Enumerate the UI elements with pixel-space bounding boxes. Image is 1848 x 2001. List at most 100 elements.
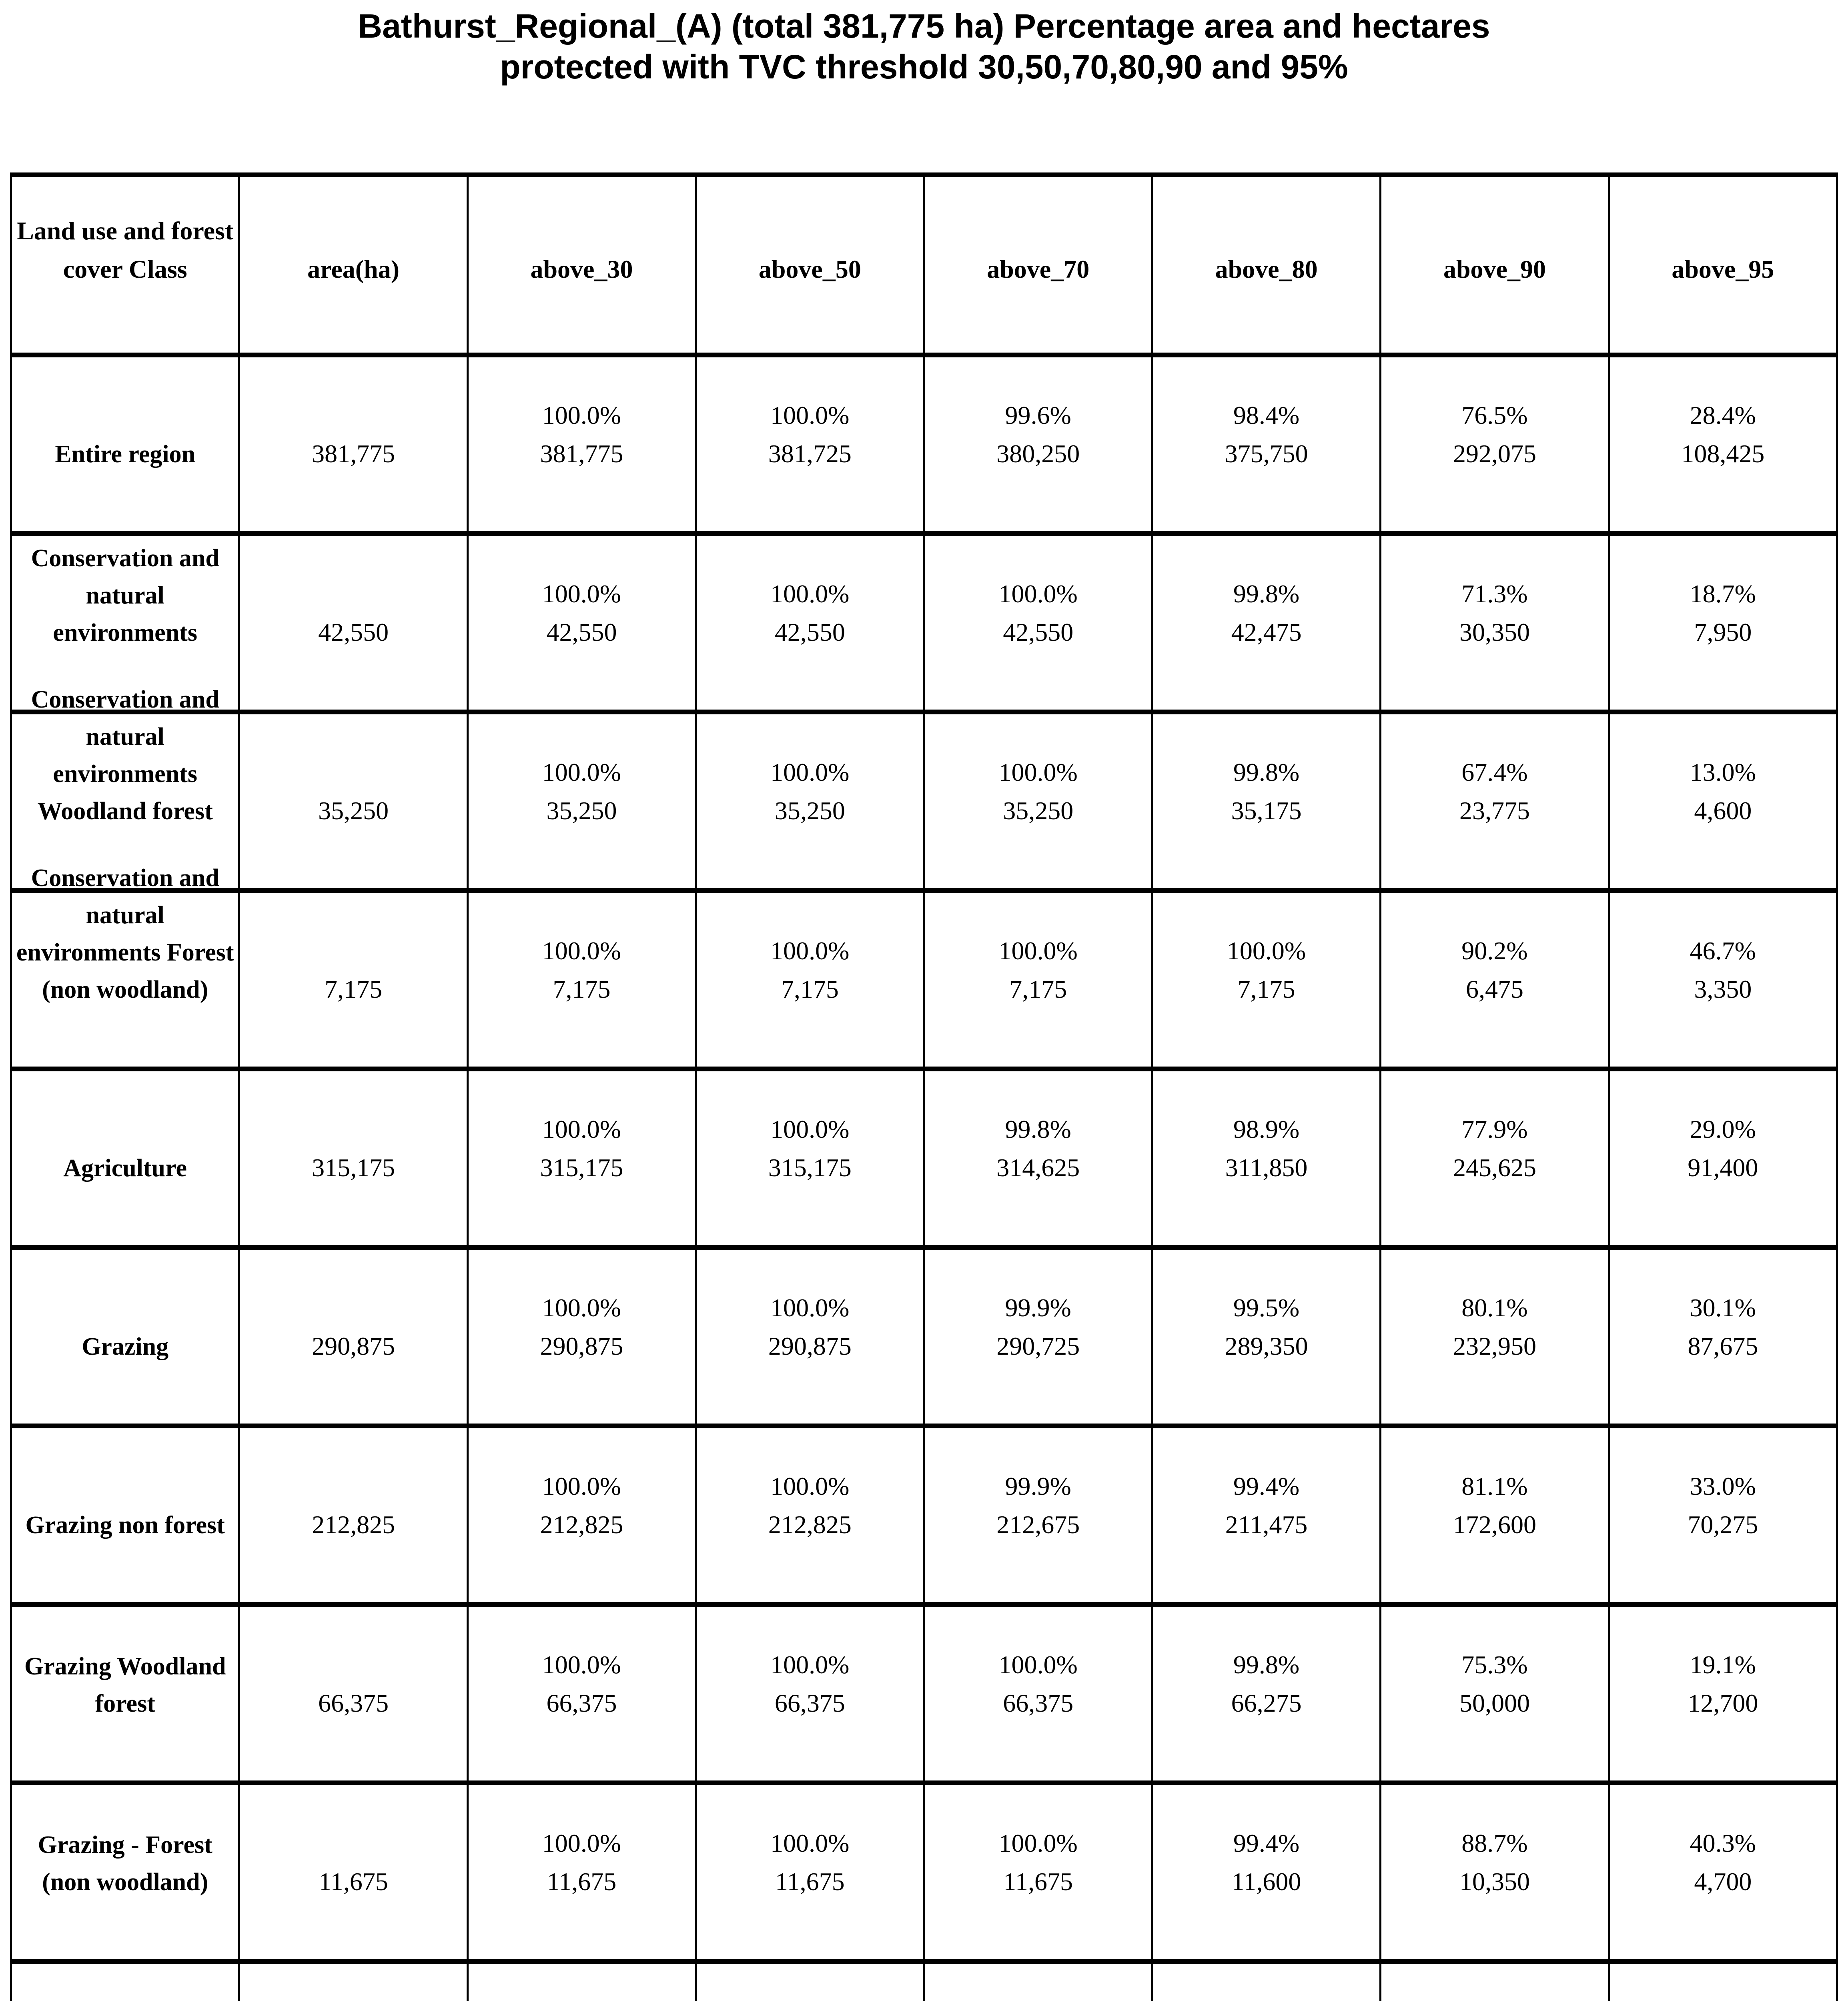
area-cell: 66,375	[238, 1602, 469, 1785]
column-header-above_80: above_80	[1151, 172, 1382, 357]
column-header-above_95: above_95	[1607, 172, 1838, 357]
value-cell: 77.9% 245,625	[1379, 1066, 1610, 1250]
row-label-cell: Conservation and natural environments Fo…	[10, 864, 241, 1071]
table-row: Grazing 290,875 100.0% 290,875 100.0% 290,87…	[10, 1245, 1838, 1428]
value-cell: 80.1% 232,950	[1379, 1245, 1610, 1428]
value-cell: 100.0% 315,175	[466, 1066, 697, 1250]
row-label-cell: Grazing non forest	[10, 1423, 241, 1607]
column-header-above_90: above_90	[1379, 172, 1610, 357]
value-cell: 100.0% 212,825	[466, 1423, 697, 1607]
table-row: Cropping 22,800100.0%22,800100.0%22,8009…	[10, 1959, 1838, 2001]
column-header-above_30: above_30	[466, 172, 697, 357]
value-cell: 100.0% 35,250	[695, 709, 925, 893]
table-row: Grazing Woodland forest 66,375 100.0% 66,3…	[10, 1602, 1838, 1785]
table-row: Agriculture 315,175 100.0% 315,175 100.0% 31…	[10, 1066, 1838, 1250]
value-cell: 67.4% 23,775	[1379, 709, 1610, 893]
value-cell: 99.9% 212,675	[923, 1423, 1153, 1607]
value-cell: 76.5% 292,075	[1379, 352, 1610, 536]
value-cell: 100.0% 290,875	[695, 1245, 925, 1428]
area-cell: 11,675	[238, 1780, 469, 1964]
table-row: Grazing - Forest (non woodland) 11,675 10…	[10, 1780, 1838, 1964]
value-cell: 88.7% 10,350	[1379, 1780, 1610, 1964]
table-row: Conservation and natural environments Fo…	[10, 864, 1838, 1071]
row-label-cell: Grazing - Forest (non woodland)	[10, 1780, 241, 1964]
value-cell: 100.0% 7,175	[466, 888, 697, 1071]
data-table: Land use and forest cover Class area(ha) a…	[10, 172, 1838, 2001]
value-cell: 40.3% 4,700	[1607, 1780, 1838, 1964]
column-header-area(ha): area(ha)	[238, 172, 469, 357]
table-body: Entire region 381,775 100.0% 381,775 100.0%…	[10, 352, 1838, 2001]
value-cell: 99.9% 290,725	[923, 1245, 1153, 1428]
row-label-cell: Cropping	[10, 1959, 241, 2001]
value-cell: 100.0% 66,375	[466, 1602, 697, 1785]
area-cell: 381,775	[238, 352, 469, 536]
value-cell: 100.0% 7,175	[1151, 888, 1382, 1071]
row-label-cell: Grazing Woodland forest	[10, 1602, 241, 1785]
area-cell: 212,825	[238, 1423, 469, 1607]
value-cell: 100.0%22,800	[466, 1959, 697, 2001]
page-title: Bathurst_Regional_(A) (total 381,775 ha)…	[0, 0, 1848, 88]
value-cell: 100.0% 290,875	[466, 1245, 697, 1428]
value-cell: 71.3% 30,350	[1379, 531, 1610, 714]
value-cell: 100.0% 42,550	[923, 531, 1153, 714]
value-cell: 99.6% 380,250	[923, 352, 1153, 536]
row-label-cell: Grazing	[10, 1245, 241, 1428]
column-header-above_50: above_50	[695, 172, 925, 357]
value-cell: 30.1% 87,675	[1607, 1245, 1838, 1428]
value-cell: 99.8% 35,175	[1151, 709, 1382, 893]
table-row: Entire region 381,775 100.0% 381,775 100.0%…	[10, 352, 1838, 536]
value-cell: 100.0% 212,825	[695, 1423, 925, 1607]
value-cell: 100.0% 11,675	[466, 1780, 697, 1964]
value-cell: 100.0% 315,175	[695, 1066, 925, 1250]
title-line-1: Bathurst_Regional_(A) (total 381,775 ha)…	[358, 7, 1490, 45]
value-cell: 99.8% 314,625	[923, 1066, 1153, 1250]
value-cell: 98.9%22,550	[923, 1959, 1153, 2001]
area-cell: 290,875	[238, 1245, 469, 1428]
column-header-above_70: above_70	[923, 172, 1153, 357]
table-row: Conservation and natural environments Wo…	[10, 686, 1838, 893]
table-row: Conservation and natural environments 42…	[10, 531, 1838, 714]
value-cell: 100.0% 35,250	[923, 709, 1153, 893]
value-cell: 33.0% 70,275	[1607, 1423, 1838, 1607]
column-header-class: Land use and forest cover Class	[10, 172, 241, 357]
value-cell: 81.1% 172,600	[1379, 1423, 1610, 1607]
value-cell: 98.4% 375,750	[1151, 352, 1382, 536]
value-cell: 28.4% 108,425	[1607, 352, 1838, 536]
value-cell: 100.0% 381,725	[695, 352, 925, 536]
value-cell: 75.3% 50,000	[1379, 1602, 1610, 1785]
value-cell: 100.0% 35,250	[466, 709, 697, 893]
title-line-2: protected with TVC threshold 30,50,70,80…	[500, 48, 1348, 86]
table-header-row: Land use and forest cover Class area(ha) a…	[10, 172, 1838, 357]
value-cell: 100.0% 7,175	[695, 888, 925, 1071]
value-cell: 16.0%3,650	[1607, 1959, 1838, 2001]
value-cell: 100.0% 7,175	[923, 888, 1153, 1071]
area-cell: 35,250	[238, 709, 469, 893]
value-cell: 13.0% 4,600	[1607, 709, 1838, 893]
value-cell: 99.8% 42,475	[1151, 531, 1382, 714]
value-cell: 100.0% 42,550	[695, 531, 925, 714]
row-label-cell: Entire region	[10, 352, 241, 536]
value-cell: 100.0% 11,675	[695, 1780, 925, 1964]
value-cell: 99.5% 289,350	[1151, 1245, 1382, 1428]
value-cell: 46.7% 3,350	[1607, 888, 1838, 1071]
row-label-cell: Conservation and natural environments Wo…	[10, 686, 241, 893]
value-cell: 99.4% 211,475	[1151, 1423, 1382, 1607]
value-cell: 100.0%22,800	[695, 1959, 925, 2001]
area-cell: 42,550	[238, 531, 469, 714]
value-cell: 54.6%12,450	[1379, 1959, 1610, 2001]
area-cell: 315,175	[238, 1066, 469, 1250]
table-header: Land use and forest cover Class area(ha) a…	[10, 172, 1838, 357]
area-cell: 7,175	[238, 888, 469, 1071]
value-cell: 19.1% 12,700	[1607, 1602, 1838, 1785]
value-cell: 100.0% 66,375	[695, 1602, 925, 1785]
value-cell: 18.7% 7,950	[1607, 531, 1838, 714]
value-cell: 90.2% 6,475	[1379, 888, 1610, 1071]
value-cell: 100.0% 11,675	[923, 1780, 1153, 1964]
value-cell: 100.0% 381,775	[466, 352, 697, 536]
row-label-cell: Conservation and natural environments	[10, 531, 241, 714]
area-cell: 22,800	[238, 1959, 469, 2001]
value-cell: 98.9% 311,850	[1151, 1066, 1382, 1250]
table-row: Grazing non forest 212,825 100.0% 212,825 1…	[10, 1423, 1838, 1607]
value-cell: 99.4% 11,600	[1151, 1780, 1382, 1964]
